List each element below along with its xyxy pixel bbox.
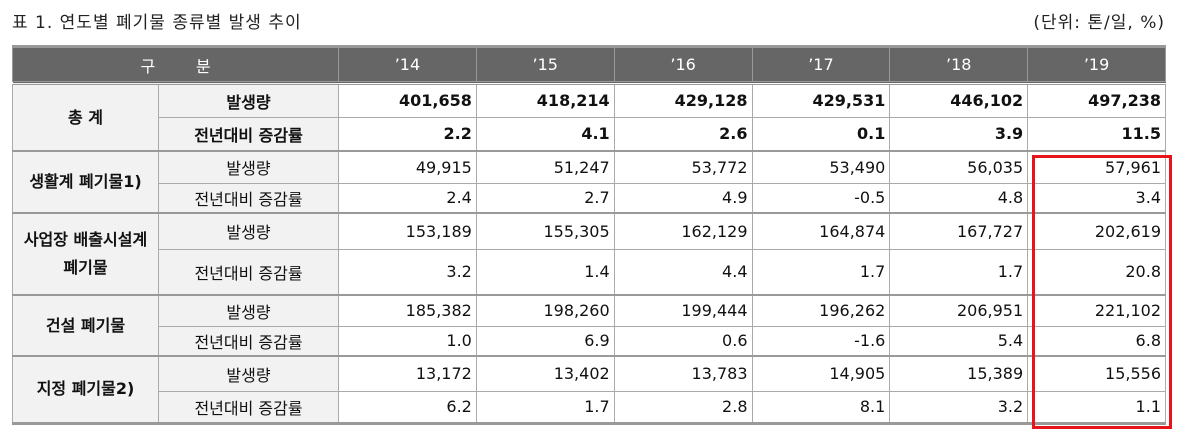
table-row: 지정 폐기물2) 발생량 13,172 13,402 13,783 14,905 15,38… [12, 355, 1166, 424]
value-cell: -1.6 [751, 325, 891, 357]
value-cell: 185,382 [338, 294, 477, 327]
metric-label: 발생량 [157, 150, 340, 184]
metric-label: 전년대비 증감률 [157, 325, 340, 357]
value-cell: 13,402 [475, 355, 615, 392]
value-cell: 6.9 [475, 325, 615, 357]
value-cell: 401,658 [338, 82, 477, 118]
table-row: 사업장 배출시설계 폐기물 발생량 153,189 155,305 162,129 164… [12, 212, 1166, 296]
value-cell: 1.7 [751, 248, 891, 296]
value-cell: 53,490 [751, 150, 891, 184]
waste-table: 구 분 ’14 ’15 ’16 ’17 ’18 ’19 총 계 발생량 401,65… [11, 45, 1166, 425]
value-cell: 49,915 [338, 150, 477, 184]
header-year: ’19 [1027, 45, 1166, 84]
metric-label: 발생량 [157, 355, 340, 392]
table-row: 생활계 폐기물1) 발생량 49,915 51,247 53,772 53,490 56,0… [12, 150, 1166, 214]
value-cell: 4.9 [613, 182, 753, 214]
value-cell: 497,238 [1027, 82, 1166, 118]
value-cell: 14,905 [751, 355, 891, 392]
metric-label: 전년대비 증감률 [157, 390, 340, 424]
value-cell: 13,172 [338, 355, 477, 392]
header-year: ’15 [475, 45, 615, 84]
value-cell: 13,783 [613, 355, 753, 392]
value-cell: 199,444 [613, 294, 753, 327]
metric-label: 발생량 [157, 212, 340, 250]
value-cell: 206,951 [889, 294, 1029, 327]
value-cell: 3.2 [338, 248, 477, 296]
category-cell: 생활계 폐기물1) [12, 150, 159, 214]
value-cell: 3.2 [889, 390, 1029, 424]
value-cell: 446,102 [889, 82, 1029, 118]
header-year: ’16 [613, 45, 753, 84]
value-cell: 20.8 [1027, 248, 1166, 296]
value-cell: 15,389 [889, 355, 1029, 392]
category-cell: 건설 폐기물 [12, 294, 159, 357]
value-cell: 5.4 [889, 325, 1029, 357]
value-cell: 2.7 [475, 182, 615, 214]
value-cell: 2.4 [338, 182, 477, 214]
value-cell: 51,247 [475, 150, 615, 184]
header-year: ’14 [338, 45, 477, 84]
value-cell: 429,531 [751, 82, 891, 118]
value-cell: 1.1 [1027, 390, 1166, 424]
value-cell: 1.7 [889, 248, 1029, 296]
value-cell: 167,727 [889, 212, 1029, 250]
table-row: 건설 폐기물 발생량 185,382 198,260 199,444 196,262 206… [12, 294, 1166, 357]
value-cell: 11.5 [1027, 116, 1166, 152]
category-cell: 지정 폐기물2) [12, 355, 159, 424]
value-cell: 164,874 [751, 212, 891, 250]
value-cell: 1.0 [338, 325, 477, 357]
value-cell: 2.6 [613, 116, 753, 152]
header-row: 구 분 ’14 ’15 ’16 ’17 ’18 ’19 [11, 45, 1166, 84]
unit-label: (단위: 톤/일, %) [1033, 13, 1165, 33]
table-row: 전년대비 증감률 3.2 1.4 4.4 1.7 1.7 20.8 [13, 248, 1166, 296]
value-cell: 0.6 [613, 325, 753, 357]
metric-label: 전년대비 증감률 [157, 116, 340, 152]
metric-label: 발생량 [157, 82, 340, 118]
header-year: ’18 [889, 45, 1029, 84]
value-cell: 0.1 [751, 116, 891, 152]
value-cell: 3.9 [889, 116, 1029, 152]
value-cell: 2.8 [613, 390, 753, 424]
value-cell: 4.1 [475, 116, 615, 152]
value-cell: 221,102 [1027, 294, 1166, 327]
value-cell: 198,260 [475, 294, 615, 327]
highlight-box [1032, 155, 1172, 429]
value-cell: 429,128 [613, 82, 753, 118]
metric-label: 전년대비 증감률 [157, 182, 340, 214]
value-cell: 8.1 [751, 390, 891, 424]
table-row: 전년대비 증감률 6.2 1.7 2.8 8.1 3.2 1.1 [13, 390, 1166, 424]
category-cell: 사업장 배출시설계 폐기물 [12, 212, 159, 296]
value-cell: 162,129 [613, 212, 753, 250]
value-cell: 15,556 [1027, 355, 1166, 392]
table-row: 전년대비 증감률 2.2 4.1 2.6 0.1 3.9 11.5 [13, 116, 1166, 152]
value-cell: 2.2 [338, 116, 477, 152]
value-cell: 1.4 [475, 248, 615, 296]
value-cell: 53,772 [613, 150, 753, 184]
table-row: 전년대비 증감률 1.0 6.9 0.6 -1.6 5.4 6.8 [13, 325, 1166, 357]
metric-label: 전년대비 증감률 [157, 248, 340, 296]
value-cell: 196,262 [751, 294, 891, 327]
value-cell: 155,305 [475, 212, 615, 250]
value-cell: 4.4 [613, 248, 753, 296]
value-cell: 6.8 [1027, 325, 1166, 357]
metric-label: 발생량 [157, 294, 340, 327]
value-cell: -0.5 [751, 182, 891, 214]
value-cell: 153,189 [338, 212, 477, 250]
value-cell: 1.7 [475, 390, 615, 424]
table-row: 전년대비 증감률 2.4 2.7 4.9 -0.5 4.8 3.4 [13, 182, 1166, 214]
category-cell: 총 계 [12, 82, 159, 152]
table-title: 표 1. 연도별 폐기물 종류별 발생 추이 [12, 13, 302, 33]
header-year: ’17 [751, 45, 891, 84]
value-cell: 418,214 [475, 82, 615, 118]
value-cell: 6.2 [338, 390, 477, 424]
value-cell: 4.8 [889, 182, 1029, 214]
table-row: 총 계 발생량 401,658 418,214 429,128 429,531 446,10… [12, 82, 1166, 152]
value-cell: 56,035 [889, 150, 1029, 184]
header-category: 구 분 [11, 45, 340, 84]
